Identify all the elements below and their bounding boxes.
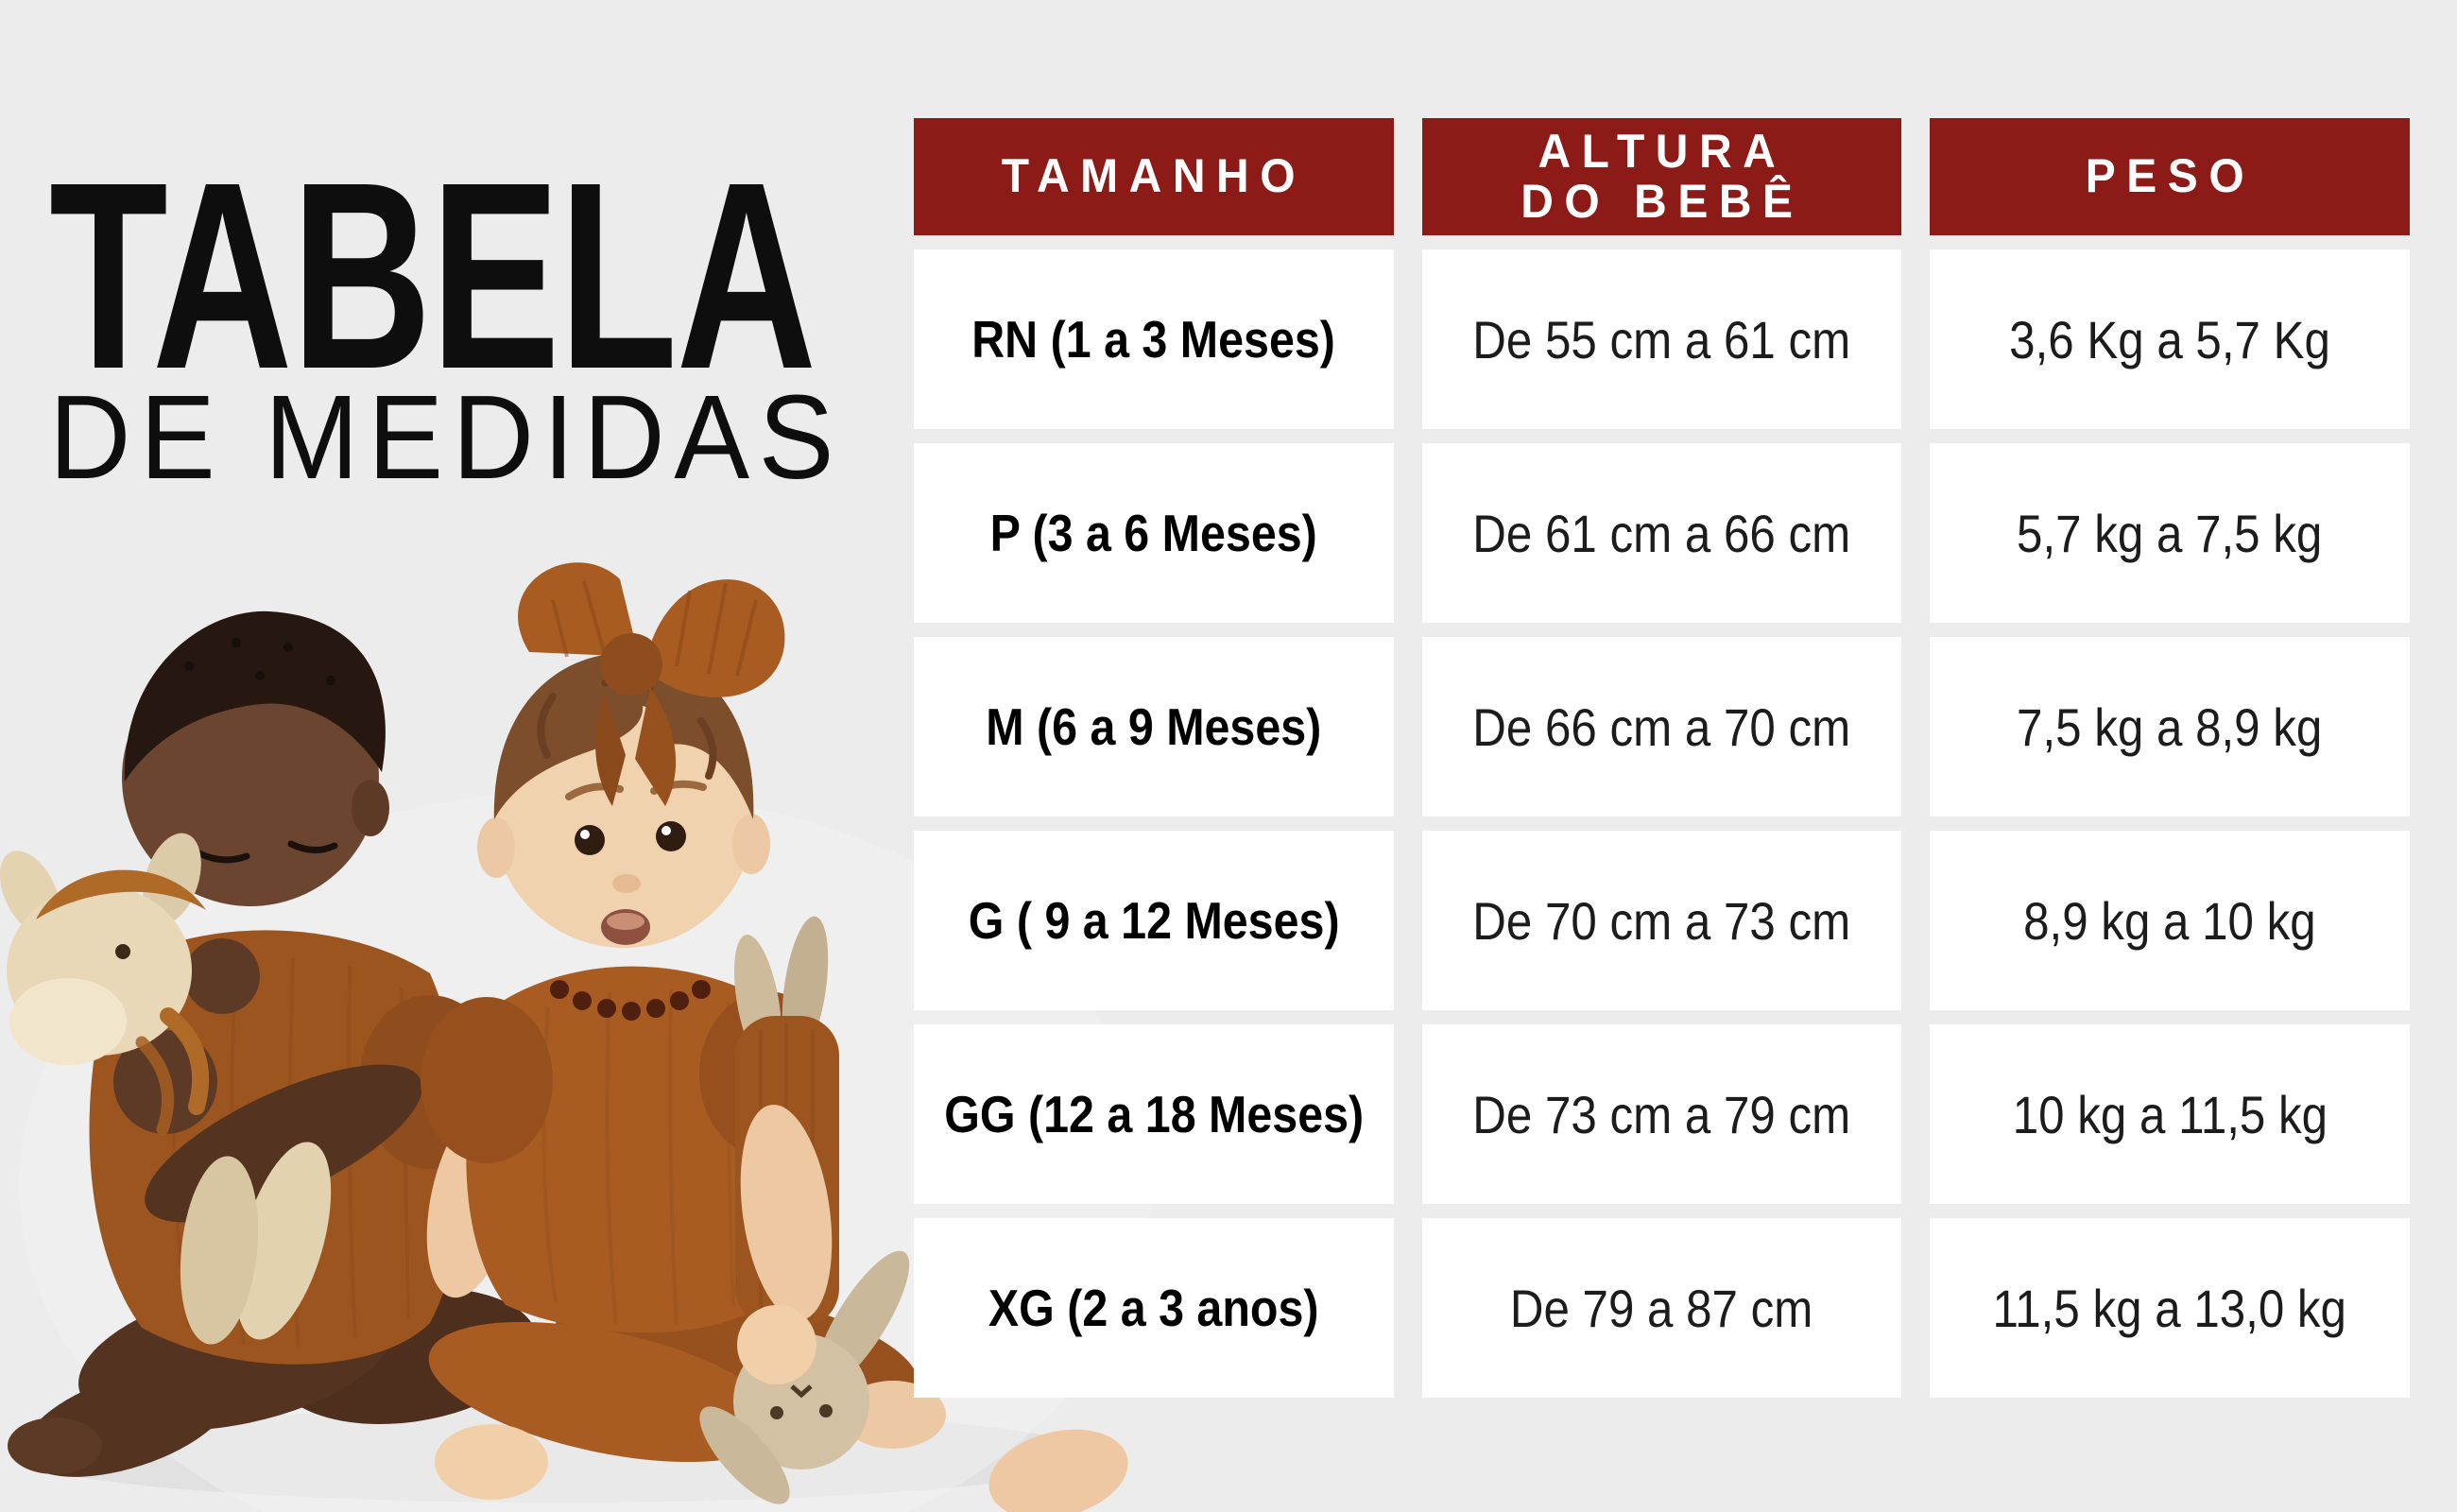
weight-value: 7,5 kg a 8,9 kg bbox=[2017, 696, 2323, 757]
column-header-tamanho: TAMANHO bbox=[914, 118, 1394, 235]
column-header-label: TAMANHO bbox=[1001, 149, 1307, 203]
plush-toy bbox=[0, 833, 332, 1345]
baby-boy bbox=[8, 610, 538, 1477]
size-cell: P (3 a 6 Meses) bbox=[914, 443, 1394, 623]
height-value: De 55 cm a 61 cm bbox=[1472, 309, 1851, 369]
page-title: TABELA DE MEDIDAS bbox=[49, 127, 1099, 504]
page-title-line2: DE MEDIDAS bbox=[49, 369, 843, 504]
size-cell: GG (12 a 18 Meses) bbox=[914, 1024, 1394, 1204]
height-cell: De 55 cm a 61 cm bbox=[1421, 249, 1902, 429]
page-title-line1: TABELA bbox=[49, 127, 816, 424]
size-value: G ( 9 a 12 Meses) bbox=[968, 891, 1340, 950]
column-header-label-line1: ALTURA bbox=[1538, 124, 1786, 178]
size-value: M (6 a 9 Meses) bbox=[986, 697, 1322, 756]
size-value: XG (2 a 3 anos) bbox=[988, 1279, 1319, 1337]
weight-cell: 3,6 Kg a 5,7 Kg bbox=[1930, 249, 2410, 429]
height-cell: De 73 cm a 79 cm bbox=[1421, 1024, 1902, 1204]
weight-value: 5,7 kg a 7,5 kg bbox=[2017, 503, 2323, 563]
size-cell: RN (1 a 3 Meses) bbox=[914, 249, 1394, 429]
baby-girl bbox=[421, 562, 1128, 1512]
baby-photo bbox=[0, 562, 1153, 1512]
weight-cell: 7,5 kg a 8,9 kg bbox=[1930, 637, 2410, 816]
height-cell: De 79 a 87 cm bbox=[1421, 1218, 1902, 1398]
weight-cell: 8,9 kg a 10 kg bbox=[1930, 831, 2410, 1010]
size-cell: M (6 a 9 Meses) bbox=[914, 637, 1394, 816]
size-cell: G ( 9 a 12 Meses) bbox=[914, 831, 1394, 1010]
height-value: De 70 cm a 73 cm bbox=[1472, 890, 1851, 951]
size-chart-table: TAMANHO ALTURA DO BEBÊ PESO RN (1 a 3 Me… bbox=[914, 118, 2410, 1398]
weight-cell: 5,7 kg a 7,5 kg bbox=[1930, 443, 2410, 623]
hair-bow bbox=[518, 562, 785, 806]
height-cell: De 70 cm a 73 cm bbox=[1421, 831, 1902, 1010]
height-cell: De 61 cm a 66 cm bbox=[1421, 443, 1902, 623]
height-value: De 66 cm a 70 cm bbox=[1472, 696, 1851, 757]
height-value: De 73 cm a 79 cm bbox=[1472, 1084, 1851, 1144]
size-value: P (3 a 6 Meses) bbox=[989, 504, 1317, 562]
size-value: GG (12 a 18 Meses) bbox=[943, 1085, 1364, 1143]
weight-value: 8,9 kg a 10 kg bbox=[2023, 890, 2316, 951]
column-header-label-line2: DO BEBÊ bbox=[1520, 175, 1804, 228]
weight-value: 11,5 kg a 13,0 kg bbox=[1992, 1278, 2347, 1338]
column-header-peso: PESO bbox=[1930, 118, 2410, 235]
column-header-label: PESO bbox=[2085, 149, 2255, 203]
bead-necklace bbox=[550, 980, 711, 1021]
height-cell: De 66 cm a 70 cm bbox=[1421, 637, 1902, 816]
weight-cell: 10 kg a 11,5 kg bbox=[1930, 1024, 2410, 1204]
height-value: De 79 a 87 cm bbox=[1510, 1278, 1813, 1338]
weight-value: 3,6 Kg a 5,7 Kg bbox=[2009, 309, 2331, 369]
weight-value: 10 kg a 11,5 kg bbox=[2012, 1084, 2328, 1144]
column-header-altura: ALTURA DO BEBÊ bbox=[1421, 118, 1902, 235]
size-value: RN (1 a 3 Meses) bbox=[971, 310, 1336, 369]
weight-cell: 11,5 kg a 13,0 kg bbox=[1930, 1218, 2410, 1398]
size-cell: XG (2 a 3 anos) bbox=[914, 1218, 1394, 1398]
height-value: De 61 cm a 66 cm bbox=[1472, 503, 1851, 563]
baby-girl-arm bbox=[737, 1104, 833, 1384]
